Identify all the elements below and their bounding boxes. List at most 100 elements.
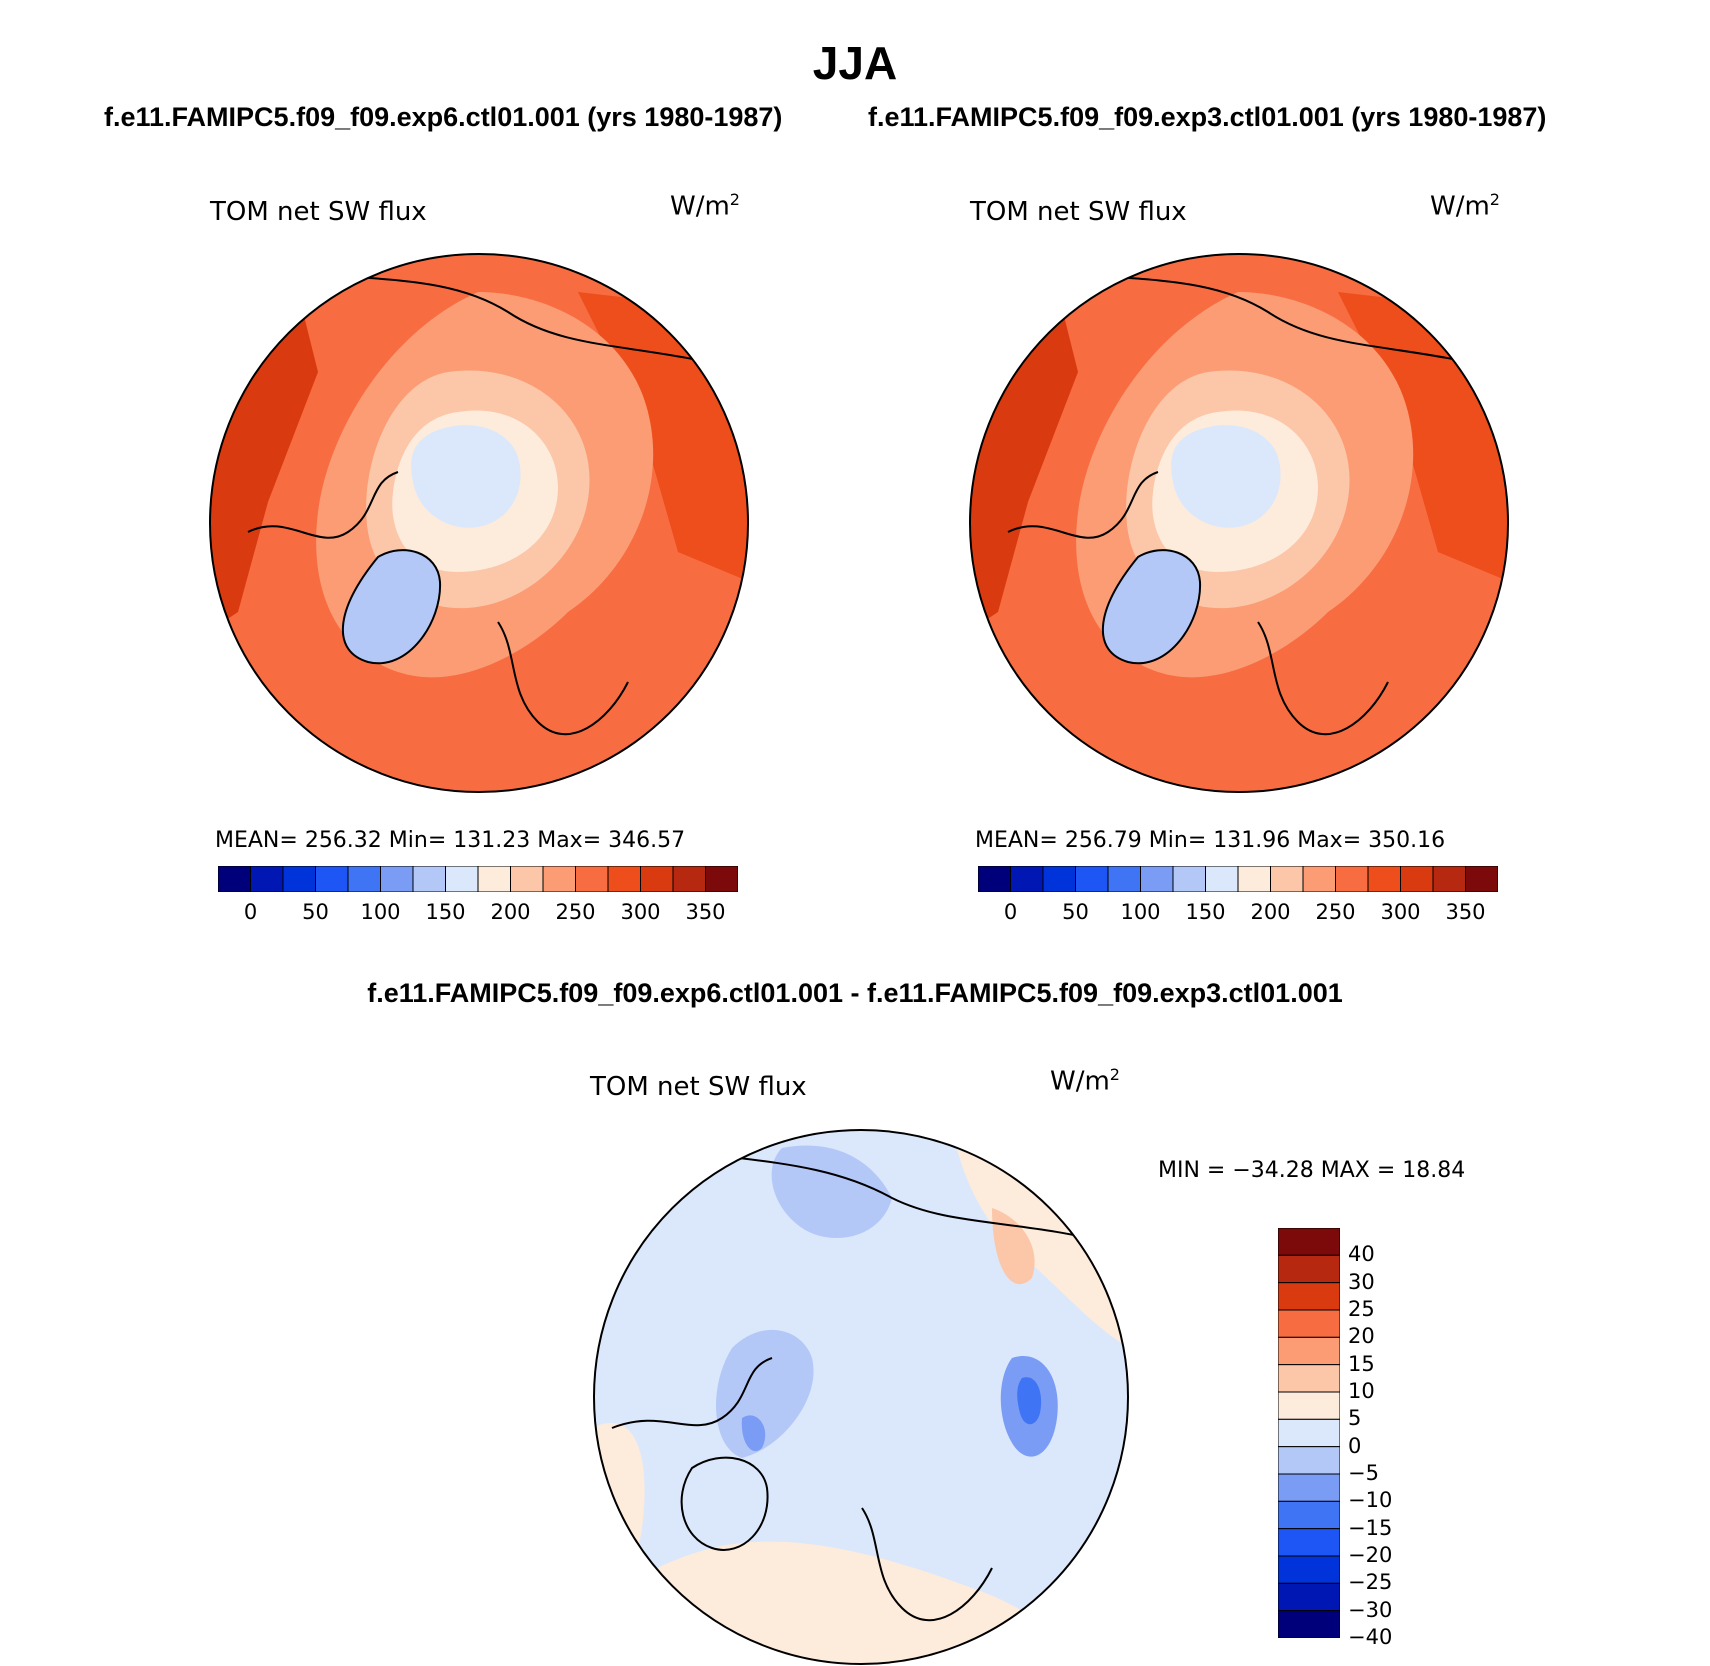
subtitle-right: f.e11.FAMIPC5.f09_f09.exp3.ctl01.001 (yr… bbox=[868, 102, 1547, 132]
right-colorbar-swatch bbox=[1335, 866, 1369, 892]
diff-colorbar-tick-label: 40 bbox=[1348, 1242, 1375, 1267]
diff-colorbar-swatch bbox=[1278, 1282, 1340, 1311]
diff-colorbar-swatch bbox=[1278, 1446, 1340, 1475]
diff-greenland-coast bbox=[680, 1456, 769, 1551]
diff-west-positive bbox=[594, 1423, 645, 1664]
right-panel-units: W/m2 bbox=[1430, 190, 1500, 222]
diff-northeast-patch bbox=[992, 1208, 1035, 1285]
figure-title: JJA bbox=[812, 37, 898, 89]
diff-colorbar-swatch bbox=[1278, 1610, 1340, 1638]
left-colorbar-swatch bbox=[510, 866, 544, 892]
diff-colorbar-swatch bbox=[1278, 1228, 1340, 1256]
left-colorbar-swatch bbox=[445, 866, 479, 892]
right-colorbar-swatch bbox=[978, 866, 1011, 892]
diff-colorbar-tick-label: −5 bbox=[1348, 1461, 1379, 1485]
right-colorbar-swatch bbox=[1107, 866, 1141, 892]
diff-colorbar-tick-label: −20 bbox=[1348, 1543, 1393, 1567]
right-polar-map bbox=[969, 253, 1509, 793]
diff-colorbar-tick-label: −15 bbox=[1348, 1515, 1393, 1540]
left-colorbar-swatch bbox=[218, 866, 251, 892]
diff-colorbar-swatch bbox=[1278, 1582, 1340, 1612]
diff-coast-canada bbox=[611, 1357, 773, 1429]
right-coast-canada bbox=[1007, 471, 1159, 539]
diff-colorbar-swatch bbox=[1278, 1254, 1340, 1284]
diff-colorbar-swatch bbox=[1278, 1500, 1340, 1530]
right-colorbar-swatch bbox=[1237, 866, 1271, 892]
left-colorbar-swatch bbox=[672, 866, 706, 892]
diff-colorbar-tick-label: 30 bbox=[1348, 1269, 1375, 1294]
right-greenland bbox=[1101, 549, 1202, 665]
left-colorbar-swatch bbox=[640, 866, 674, 892]
diff-colorbar-swatch bbox=[1278, 1473, 1340, 1502]
diff-colorbar-tick-label: −25 bbox=[1348, 1570, 1393, 1595]
right-colorbar-tick-label: 150 bbox=[1185, 900, 1226, 924]
diff-panel-units: W/m2 bbox=[1050, 1065, 1120, 1097]
right-colorbar-swatch bbox=[1302, 866, 1336, 892]
left-colorbar-tick-label: 250 bbox=[555, 900, 596, 924]
right-stats: MEAN= 256.79 Min= 131.96 Max= 350.16 bbox=[975, 828, 1446, 853]
right-colorbar-swatch bbox=[1042, 866, 1076, 892]
left-colorbar-tick-label: 50 bbox=[302, 900, 329, 924]
diff-colorbar-swatch bbox=[1278, 1391, 1340, 1420]
diff-polar-map bbox=[593, 1129, 1129, 1665]
diff-north-negative bbox=[771, 1145, 892, 1238]
right-colorbar-tick-label: 350 bbox=[1445, 900, 1486, 924]
left-colorbar-swatch bbox=[250, 866, 284, 892]
right-coast-europe bbox=[1257, 621, 1389, 736]
diff-archipelago-negative bbox=[715, 1329, 814, 1458]
left-colorbar-tick-label: 0 bbox=[243, 900, 258, 924]
right-panel-label: TOM net SW flux bbox=[970, 197, 1187, 227]
right-colorbar-swatch bbox=[1367, 866, 1401, 892]
right-colorbar-swatch bbox=[1010, 866, 1044, 892]
right-colorbar-swatch bbox=[1400, 866, 1434, 892]
right-colorbar-tick-label: 200 bbox=[1250, 900, 1291, 924]
right-colorbar-swatch bbox=[1075, 866, 1109, 892]
diff-colorbar-tick-label: −10 bbox=[1348, 1488, 1393, 1513]
right-colorbar-tick-label: 100 bbox=[1120, 900, 1161, 924]
diff-colorbar-tick-label: 0 bbox=[1348, 1433, 1362, 1458]
right-colorbar-swatch bbox=[1205, 866, 1239, 892]
diff-colorbar-swatch bbox=[1278, 1336, 1340, 1366]
diff-colorbar-swatch bbox=[1278, 1309, 1340, 1338]
diff-colorbar-ticks: 40 30 25 20 15 10 5 0 −5 −10 −15 −20 −25 −30 −40 bbox=[1348, 1228, 1428, 1649]
left-colorbar-swatch bbox=[412, 866, 446, 892]
left-coast-canada bbox=[247, 471, 399, 539]
left-colorbar-swatch bbox=[315, 866, 349, 892]
left-panel-label: TOM net SW flux bbox=[210, 197, 427, 227]
diff-siberia-core bbox=[1017, 1377, 1042, 1425]
diff-colorbar-tick-label: 10 bbox=[1348, 1379, 1375, 1403]
left-colorbar-swatch bbox=[705, 866, 738, 892]
left-colorbar-tick-label: 200 bbox=[490, 900, 531, 924]
right-colorbar-tick-label: 0 bbox=[1003, 900, 1018, 924]
left-arctic-ice bbox=[411, 425, 521, 528]
right-colorbar bbox=[978, 866, 1498, 892]
diff-greenland-negative bbox=[741, 1415, 766, 1452]
left-polar-map bbox=[209, 253, 749, 793]
left-colorbar-tick-label: 100 bbox=[360, 900, 401, 924]
left-colorbar-swatch bbox=[607, 866, 641, 892]
right-colorbar-swatch bbox=[1172, 866, 1206, 892]
diff-coast-europe bbox=[861, 1507, 993, 1622]
right-colorbar-swatch bbox=[1432, 866, 1466, 892]
right-colorbar-ticks: 0 50 100 150 200 250 300 350 bbox=[978, 900, 1498, 930]
left-colorbar-swatch bbox=[282, 866, 316, 892]
right-arctic-ice bbox=[1171, 425, 1281, 528]
left-greenland bbox=[341, 549, 442, 665]
subtitle-left: f.e11.FAMIPC5.f09_f09.exp6.ctl01.001 (yr… bbox=[104, 102, 783, 132]
right-map-border bbox=[969, 253, 1509, 793]
diff-colorbar-tick-label: −30 bbox=[1348, 1597, 1393, 1622]
left-colorbar-tick-label: 150 bbox=[425, 900, 466, 924]
left-colorbar-swatch bbox=[380, 866, 414, 892]
left-colorbar-tick-label: 350 bbox=[685, 900, 726, 924]
diff-colorbar-tick-label: −40 bbox=[1348, 1625, 1393, 1649]
diff-colorbar-tick-label: 15 bbox=[1348, 1351, 1375, 1376]
left-colorbar-swatch bbox=[347, 866, 381, 892]
diff-colorbar-tick-label: 25 bbox=[1348, 1297, 1375, 1321]
diff-colorbar-swatch bbox=[1278, 1528, 1340, 1557]
diff-colorbar-tick-label: 5 bbox=[1348, 1406, 1362, 1431]
diff-colorbar-swatch bbox=[1278, 1418, 1340, 1448]
left-colorbar bbox=[218, 866, 738, 892]
diff-colorbar-tick-label: 20 bbox=[1348, 1324, 1375, 1349]
right-colorbar-tick-label: 50 bbox=[1062, 900, 1089, 924]
right-colorbar-tick-label: 300 bbox=[1380, 900, 1421, 924]
